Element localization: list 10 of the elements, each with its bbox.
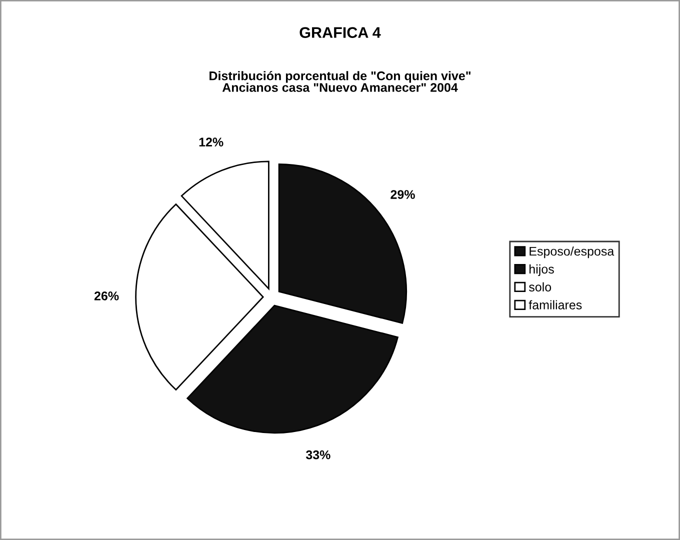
legend-label: hijos: [530, 264, 554, 276]
legend-label: Esposo/esposa: [530, 246, 614, 258]
legend-label: familiares: [528, 300, 582, 310]
chart-subtitle: Distribución porcentual de "Con quien vive" Ancianos casa "Nuevo Amanecer" 2004: [210, 70, 470, 92]
legend-label: solo: [529, 282, 552, 292]
data-label: 12%: [199, 138, 224, 146]
data-label: 26%: [94, 292, 119, 300]
data-label: 33%: [306, 450, 330, 460]
chart-title: GRAFICA 4: [300, 27, 381, 38]
data-label: 29%: [390, 190, 415, 199]
